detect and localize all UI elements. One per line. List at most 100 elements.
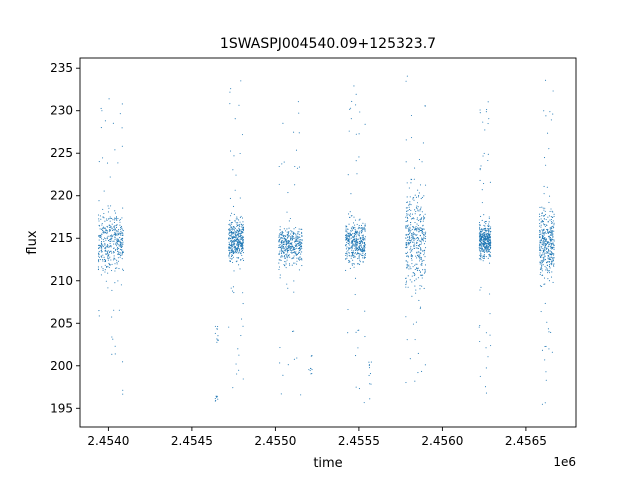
- data-point: [364, 239, 366, 241]
- data-point: [114, 233, 116, 236]
- x-tick-label: 2.4540: [87, 434, 129, 448]
- data-point: [216, 338, 218, 340]
- data-point: [283, 249, 285, 251]
- data-point: [122, 268, 124, 270]
- data-point: [541, 215, 543, 217]
- data-point: [546, 186, 548, 188]
- data-point: [412, 231, 414, 233]
- data-point: [407, 210, 409, 212]
- data-point: [408, 236, 411, 238]
- data-point: [544, 247, 546, 249]
- data-point: [117, 257, 119, 259]
- data-point: [357, 228, 359, 230]
- data-point: [279, 243, 281, 246]
- data-point: [116, 225, 118, 227]
- data-point: [544, 283, 546, 285]
- data-point: [278, 236, 280, 238]
- data-point: [120, 226, 123, 228]
- data-point: [542, 252, 544, 254]
- data-point: [281, 251, 283, 253]
- data-point: [420, 242, 422, 244]
- data-point: [117, 162, 119, 164]
- data-point: [490, 240, 492, 242]
- data-point: [239, 152, 241, 155]
- data-point: [415, 237, 417, 239]
- data-point: [544, 207, 546, 209]
- data-point: [550, 243, 552, 245]
- data-point: [363, 257, 365, 259]
- data-point: [481, 256, 483, 258]
- data-point: [358, 231, 360, 233]
- data-point: [293, 262, 295, 264]
- data-point: [237, 241, 239, 243]
- data-point: [352, 229, 354, 231]
- data-point: [237, 230, 240, 232]
- data-point: [281, 250, 283, 252]
- data-point: [484, 230, 486, 232]
- data-point: [103, 213, 105, 215]
- data-point: [484, 239, 486, 241]
- data-point: [235, 238, 237, 240]
- data-point: [488, 231, 490, 233]
- x-axis-label: time: [313, 456, 342, 471]
- data-point: [419, 213, 421, 216]
- data-point: [288, 241, 290, 243]
- data-point: [106, 236, 108, 238]
- data-point: [410, 245, 412, 247]
- data-point: [285, 261, 287, 263]
- data-point: [110, 250, 112, 252]
- data-point: [552, 281, 554, 284]
- data-point: [353, 254, 355, 256]
- data-point: [309, 370, 311, 372]
- data-point: [113, 221, 116, 224]
- data-point: [416, 241, 418, 243]
- data-point: [352, 250, 355, 252]
- data-point: [238, 236, 240, 238]
- data-point: [486, 251, 488, 253]
- data-point: [420, 264, 422, 266]
- data-point: [119, 241, 121, 243]
- data-point: [240, 253, 242, 255]
- data-point: [238, 252, 240, 254]
- data-point: [478, 222, 481, 224]
- data-point: [543, 193, 545, 195]
- data-point: [241, 247, 243, 250]
- data-point: [238, 228, 240, 230]
- data-point: [228, 246, 230, 248]
- data-point: [234, 189, 236, 191]
- data-point: [285, 247, 287, 249]
- data-point: [114, 228, 116, 230]
- data-point: [229, 150, 232, 152]
- data-point: [241, 228, 243, 230]
- data-point: [549, 261, 551, 263]
- data-point: [299, 234, 301, 236]
- data-point: [234, 229, 236, 231]
- data-point: [414, 285, 416, 287]
- data-point: [239, 237, 241, 239]
- data-point: [543, 157, 546, 159]
- data-point: [239, 216, 241, 219]
- data-point: [351, 248, 353, 250]
- data-point: [106, 266, 108, 269]
- data-point: [540, 256, 542, 258]
- data-point: [240, 243, 242, 245]
- data-point: [356, 252, 359, 254]
- data-point: [483, 224, 485, 226]
- data-point: [553, 248, 555, 251]
- data-point: [98, 250, 100, 252]
- data-point: [287, 254, 290, 256]
- data-point: [542, 235, 544, 237]
- data-point: [350, 215, 352, 217]
- data-point: [362, 237, 364, 239]
- data-point: [414, 194, 416, 196]
- data-point: [414, 274, 416, 276]
- data-point: [413, 273, 416, 275]
- data-point: [549, 238, 551, 241]
- data-point: [105, 280, 107, 282]
- data-point: [228, 233, 230, 235]
- data-point: [281, 240, 283, 242]
- data-point: [100, 274, 102, 276]
- data-point: [415, 196, 417, 198]
- data-point: [289, 246, 292, 248]
- data-point: [410, 178, 412, 180]
